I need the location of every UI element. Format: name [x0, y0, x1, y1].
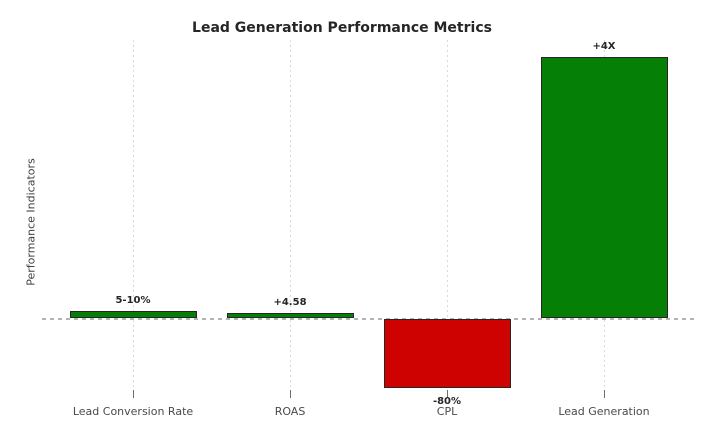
- bar-lead-conversion-rate: [69, 311, 197, 319]
- gridline: [447, 40, 448, 390]
- bar-value-label: +4X: [592, 40, 616, 52]
- x-axis-tick: [604, 390, 605, 398]
- gridline: [290, 40, 291, 390]
- x-axis-tick: [133, 390, 134, 398]
- bar-value-label: 5-10%: [115, 295, 151, 307]
- x-axis-tick: [290, 390, 291, 398]
- zero-baseline: [42, 318, 698, 320]
- x-tick-label-lead-conversion-rate: Lead Conversion Rate: [72, 405, 194, 418]
- y-axis-label: Performance Indicators: [24, 158, 38, 286]
- x-tick-label-lead-generation: Lead Generation: [558, 405, 650, 418]
- x-tick-label-cpl: CPL: [436, 405, 458, 418]
- x-tick-label-roas: ROAS: [274, 405, 306, 418]
- bar-lead-generation: [540, 56, 668, 319]
- gridline: [133, 40, 134, 390]
- bar-cpl: [383, 318, 511, 388]
- x-axis-tick: [447, 390, 448, 398]
- bar-roas: [226, 313, 354, 319]
- bar-value-label: -80%: [432, 395, 462, 407]
- bar-value-label: +4.58: [273, 297, 307, 309]
- chart-title: Lead Generation Performance Metrics: [192, 20, 492, 36]
